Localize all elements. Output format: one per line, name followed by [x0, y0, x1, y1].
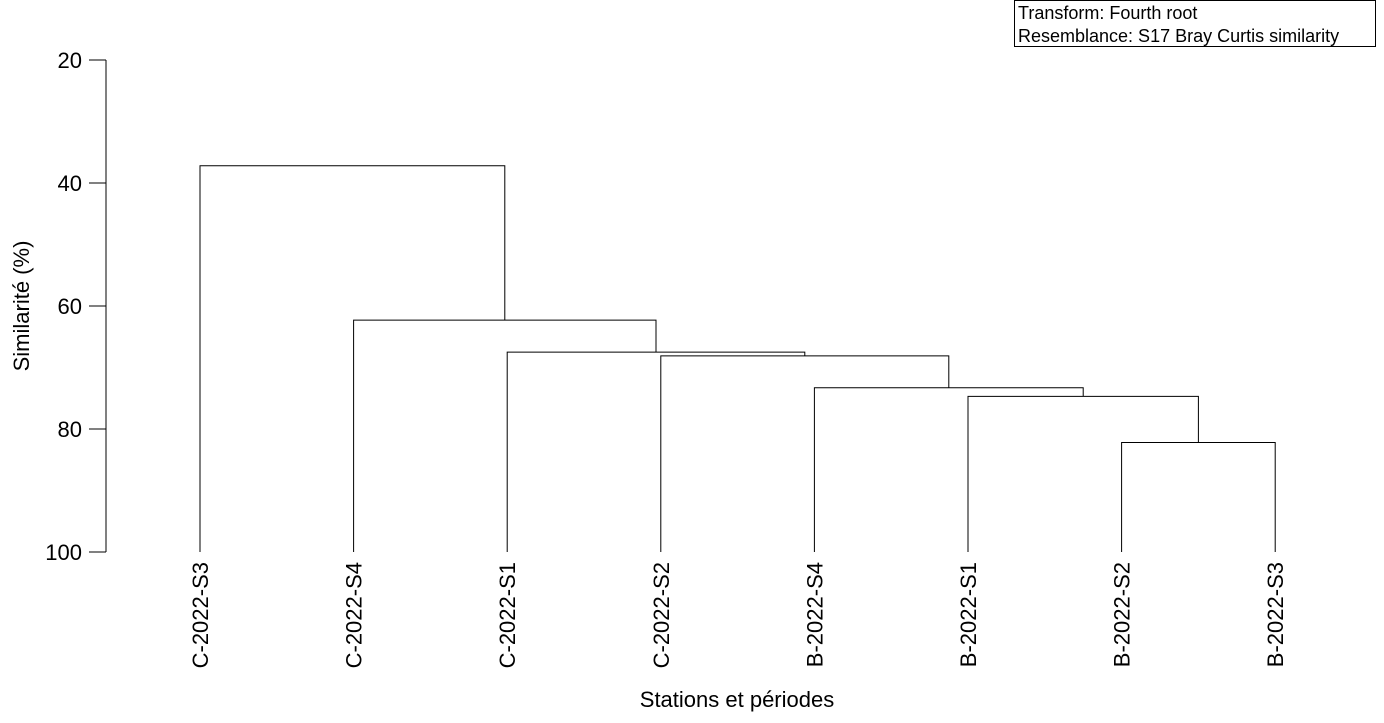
leaf-label: B-2022-S4	[802, 562, 827, 667]
y-tick-label: 20	[58, 48, 82, 73]
resemblance-label: Resemblance: S17 Bray Curtis similarity	[1018, 26, 1340, 46]
y-tick-label: 100	[45, 540, 82, 565]
leaf-label: B-2022-S3	[1263, 562, 1288, 667]
leaf-label: C-2022-S4	[342, 562, 367, 668]
transform-label: Transform: Fourth root	[1018, 3, 1198, 23]
dendrogram-branch	[353, 319, 657, 552]
y-axis: 20 40 60 80 100	[45, 48, 107, 565]
dendrogram-branches	[199, 165, 1276, 552]
dendrogram-branch	[967, 395, 1199, 552]
leaf-label: C-2022-S2	[649, 562, 674, 668]
y-tick-label: 40	[58, 171, 82, 196]
dendrogram-branch	[660, 355, 950, 552]
y-axis-label: Similarité (%)	[9, 241, 34, 372]
dendrogram-branch	[506, 351, 806, 552]
y-tick-label: 80	[58, 417, 82, 442]
leaf-label: B-2022-S2	[1110, 562, 1135, 667]
dendrogram-branch	[1121, 442, 1276, 552]
leaf-labels: C-2022-S3 C-2022-S4 C-2022-S1 C-2022-S2 B-20…	[188, 562, 1288, 668]
y-tick-label: 60	[58, 294, 82, 319]
dendrogram-branch	[813, 387, 1084, 552]
legend-box: Transform: Fourth root Resemblance: S17 …	[1014, 0, 1376, 47]
leaf-label: C-2022-S3	[188, 562, 213, 668]
leaf-label: C-2022-S1	[495, 562, 520, 668]
leaf-label: B-2022-S1	[956, 562, 981, 667]
dendrogram-branch	[199, 165, 506, 552]
x-axis-label: Stations et périodes	[640, 687, 834, 712]
